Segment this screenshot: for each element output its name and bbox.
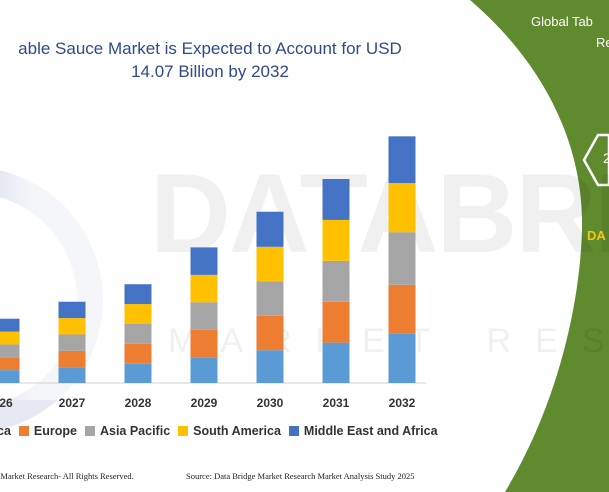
bar-segment-2031-middle-east-and-africa (322, 179, 350, 220)
bar-segment-2032-asia-pacific (388, 232, 416, 285)
bar-segment-2031-europe (322, 301, 350, 343)
bar-segment-2028-asia-pacific (124, 323, 152, 344)
legend-label: South America (193, 424, 281, 438)
bar-segment-2029-middle-east-and-africa (190, 247, 218, 275)
legend-swatch (178, 426, 189, 436)
right-panel-caption: DA (587, 228, 606, 243)
legend: ca Europe Asia Pacific South America Middle … (0, 422, 446, 440)
legend-label: ca (0, 424, 11, 438)
legend-swatch (84, 426, 95, 436)
x-tick-label: 2027 (59, 396, 86, 410)
hexagon-icon (582, 133, 609, 187)
bar-segment-2027-europe (58, 350, 86, 368)
bar-segment-2028-europe (124, 343, 152, 364)
right-panel-title-line-2: Re (596, 35, 609, 50)
footer-source: Source: Data Bridge Market Research Mark… (186, 471, 415, 481)
bar-segment-2029-europe (190, 329, 218, 358)
bar-segment-2027-south-america (58, 318, 86, 335)
bar-segment-2030-south-america (256, 246, 284, 282)
bar-segment-2031-ca (322, 342, 350, 383)
legend-item: ca (0, 424, 11, 438)
bar-segment-2032-south-america (388, 183, 416, 233)
x-tick-label: 26 (0, 396, 13, 410)
watermark-brand: DATABRIDGE (150, 151, 609, 276)
bar-segment-26-south-america (0, 331, 20, 345)
bar-segment-2030-europe (256, 315, 284, 351)
bar-segment-26-middle-east-and-africa (0, 318, 20, 332)
legend-item: Asia Pacific (84, 424, 171, 438)
legend-swatch (288, 426, 299, 436)
bar-segment-2031-asia-pacific (322, 260, 350, 302)
x-tick-label: 2030 (257, 396, 284, 410)
chart-title-line-1: able Sauce Market is Expected to Account… (18, 39, 402, 58)
x-tick-label: 2028 (125, 396, 152, 410)
bar-segment-2032-europe (388, 284, 416, 334)
x-tick-labels: 26 2027 2028 2029 2030 2031 2032 (0, 396, 416, 410)
bar-segment-2032-ca (388, 333, 416, 383)
chart-title-line-2: 14.07 Billion by 2032 (131, 62, 289, 81)
bar-segment-2028-south-america (124, 304, 152, 324)
bar-segment-26-ca (0, 370, 20, 383)
bar-segment-2032-middle-east-and-africa (388, 136, 416, 184)
legend-label: Europe (33, 424, 77, 438)
bar-segment-2027-asia-pacific (58, 334, 86, 351)
legend-swatch (18, 426, 29, 436)
bar-segment-2031-south-america (322, 219, 350, 261)
bars-group (0, 136, 416, 383)
bar-segment-2029-south-america (190, 274, 218, 303)
x-tick-label: 2029 (191, 396, 218, 410)
bar-segment-26-asia-pacific (0, 344, 20, 358)
bar-segment-2027-ca (58, 367, 86, 383)
legend-item: Middle East and Africa (288, 424, 438, 438)
legend-label: Middle East and Africa (303, 424, 438, 438)
bar-segment-2029-asia-pacific (190, 302, 218, 330)
right-panel-badge-value: 2 (603, 150, 609, 166)
bar-segment-2028-ca (124, 363, 152, 383)
bar-segment-2028-middle-east-and-africa (124, 284, 152, 305)
bar-segment-26-europe (0, 357, 20, 371)
bar-segment-2030-ca (256, 350, 284, 383)
x-tick-label: 2031 (323, 396, 350, 410)
right-panel-shape (470, 0, 609, 492)
bar-segment-2029-ca (190, 357, 218, 383)
right-panel-title-line-1: Global Tab (531, 14, 593, 29)
x-tick-label: 2032 (389, 396, 416, 410)
bar-segment-2030-asia-pacific (256, 281, 284, 316)
bar-segment-2030-middle-east-and-africa (256, 211, 284, 247)
legend-label: Asia Pacific (99, 424, 171, 438)
footer-copyright: dge Market Research- All Rights Reserved… (0, 471, 134, 481)
legend-item: Europe (18, 424, 77, 438)
bar-segment-2027-middle-east-and-africa (58, 301, 86, 319)
legend-item: South America (178, 424, 281, 438)
